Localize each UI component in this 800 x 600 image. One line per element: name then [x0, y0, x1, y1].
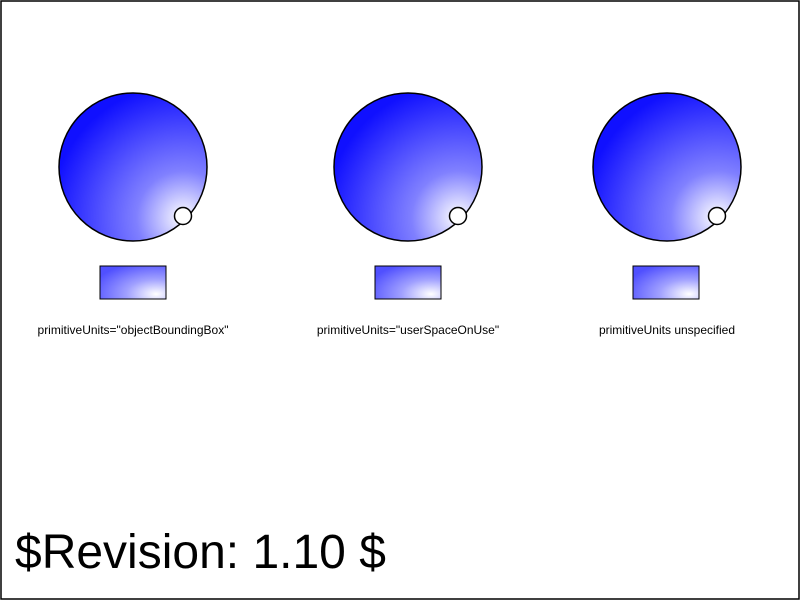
- lit-rectangle: [374, 265, 442, 300]
- lit-sphere: [333, 92, 483, 242]
- lit-rectangle: [632, 265, 700, 300]
- revision-label: $Revision: 1.10 $: [15, 526, 386, 579]
- panel-caption: primitiveUnits unspecified: [599, 323, 735, 337]
- lit-sphere: [592, 92, 742, 242]
- light-source-marker: [173, 206, 193, 226]
- panel-user-space-on-use: primitiveUnits="userSpaceOnUse": [317, 92, 499, 337]
- panel-caption: primitiveUnits="userSpaceOnUse": [317, 323, 499, 337]
- lit-rectangle: [99, 265, 167, 300]
- light-source-marker: [707, 206, 727, 226]
- panel-unspecified: primitiveUnits unspecified: [592, 92, 742, 337]
- panel-object-bounding-box: primitiveUnits="objectBoundingBox": [38, 92, 229, 337]
- light-source-marker: [448, 206, 468, 226]
- panel-caption: primitiveUnits="objectBoundingBox": [38, 323, 229, 337]
- lit-sphere: [58, 92, 208, 242]
